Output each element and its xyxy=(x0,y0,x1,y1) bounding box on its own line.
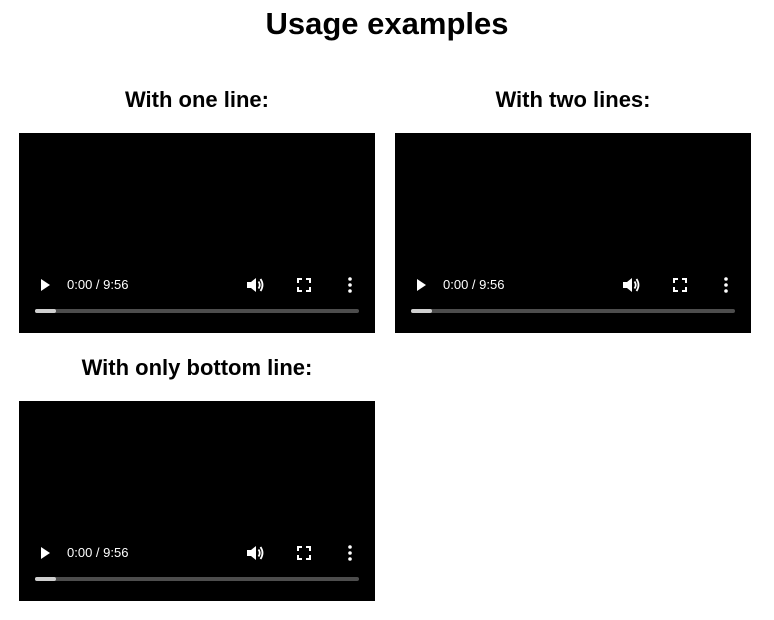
more-vertical-icon[interactable] xyxy=(721,276,731,294)
more-vertical-icon[interactable] xyxy=(345,276,355,294)
time-display: 0:00 / 9:56 xyxy=(67,545,129,560)
video-player[interactable]: 0:00 / 9:56 xyxy=(19,133,375,333)
seek-bar-progress xyxy=(35,309,57,313)
volume-icon[interactable] xyxy=(245,544,265,562)
volume-icon[interactable] xyxy=(245,276,265,294)
example-heading: With one line: xyxy=(124,87,269,112)
fullscreen-icon[interactable] xyxy=(296,277,312,293)
seek-bar[interactable] xyxy=(411,309,735,313)
video-player[interactable]: 0:00 / 9:56 xyxy=(395,133,751,333)
example-heading: With only bottom line: xyxy=(81,355,313,380)
seek-bar-progress xyxy=(35,577,57,581)
volume-icon[interactable] xyxy=(621,276,641,294)
play-icon[interactable] xyxy=(37,545,53,561)
more-vertical-icon[interactable] xyxy=(345,544,355,562)
time-display: 0:00 / 9:56 xyxy=(67,277,129,292)
video-player[interactable]: 0:00 / 9:56 xyxy=(19,401,375,601)
seek-bar[interactable] xyxy=(35,577,359,581)
time-display: 0:00 / 9:56 xyxy=(443,277,505,292)
example-heading: With two lines: xyxy=(495,87,651,112)
play-icon[interactable] xyxy=(37,277,53,293)
page-title: Usage examples xyxy=(265,6,509,41)
fullscreen-icon[interactable] xyxy=(296,545,312,561)
fullscreen-icon[interactable] xyxy=(672,277,688,293)
play-icon[interactable] xyxy=(413,277,429,293)
seek-bar[interactable] xyxy=(35,309,359,313)
seek-bar-progress xyxy=(411,309,433,313)
